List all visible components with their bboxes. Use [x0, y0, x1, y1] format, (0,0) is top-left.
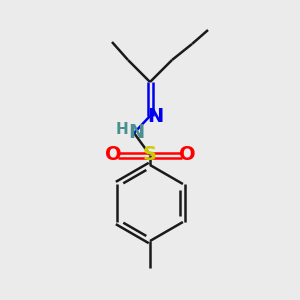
Text: N: N [128, 124, 144, 142]
Text: O: O [179, 146, 195, 164]
Text: O: O [105, 146, 121, 164]
Text: H: H [116, 122, 128, 137]
Text: S: S [143, 146, 157, 164]
Text: N: N [147, 106, 163, 125]
